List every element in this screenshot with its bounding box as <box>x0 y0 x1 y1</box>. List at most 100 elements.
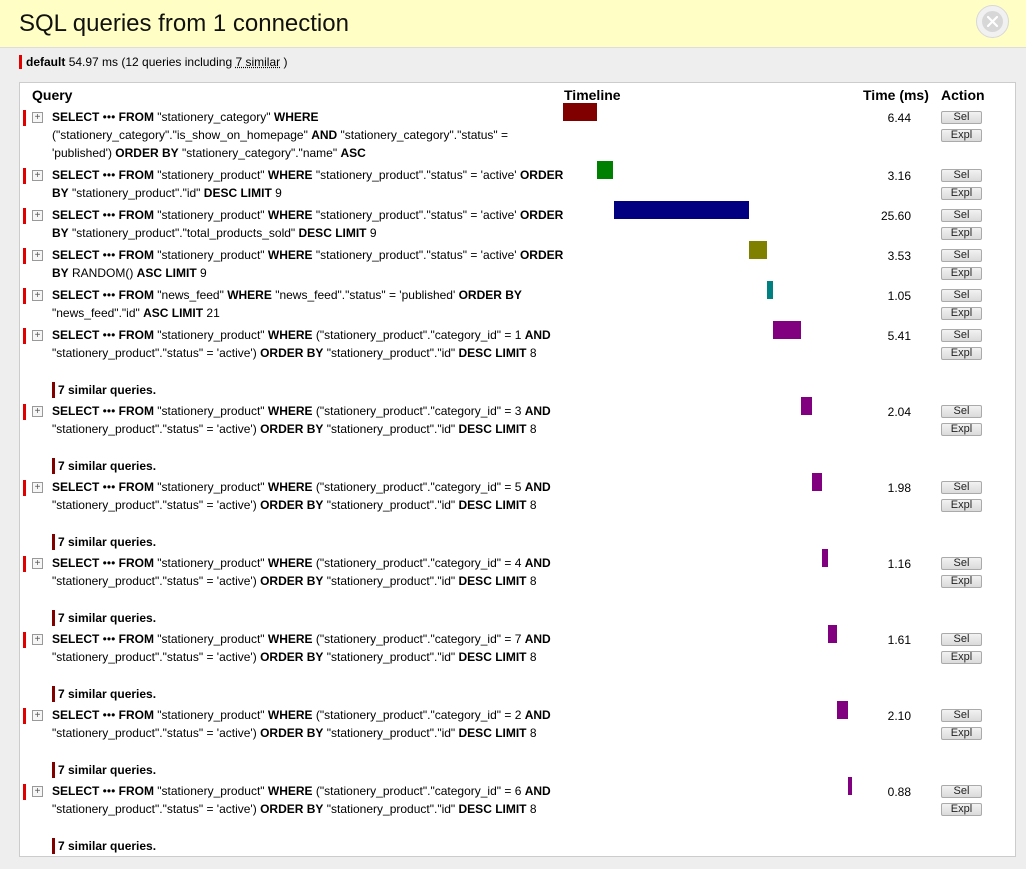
expand-icon[interactable]: + <box>32 170 43 181</box>
query-row: + SELECT ••• FROM "stationery_product" WH… <box>20 201 1014 244</box>
similar-queries-label: 7 similar queries. <box>52 762 156 778</box>
expand-icon[interactable]: + <box>32 482 43 493</box>
explain-button[interactable]: Expl <box>941 347 982 360</box>
select-button[interactable]: Sel <box>941 329 982 342</box>
connection-color-bar <box>23 288 26 304</box>
similar-queries-link[interactable]: 7 similar <box>235 55 281 69</box>
connection-summary: default 54.97 ms (12 queries including 7… <box>19 55 287 69</box>
explain-button[interactable]: Expl <box>941 187 982 200</box>
select-button[interactable]: Sel <box>941 249 982 262</box>
timeline-bar <box>811 473 823 491</box>
similar-queries-label: 7 similar queries. <box>52 382 156 398</box>
timeline-bar <box>822 549 829 567</box>
expand-icon[interactable]: + <box>32 250 43 261</box>
expand-icon[interactable]: + <box>32 634 43 645</box>
query-row: + SELECT ••• FROM "news_feed" WHERE "news… <box>20 281 1014 324</box>
query-sql: SELECT ••• FROM "stationery_product" WHE… <box>52 632 551 664</box>
query-row: + SELECT ••• FROM "stationery_product" WH… <box>20 701 1014 780</box>
expand-icon[interactable]: + <box>32 290 43 301</box>
timeline-bar <box>801 397 812 415</box>
explain-button[interactable]: Expl <box>941 575 982 588</box>
connection-color-bar <box>23 708 26 724</box>
connection-name: default <box>26 55 66 69</box>
select-button[interactable]: Sel <box>941 405 982 418</box>
connection-color-bar <box>23 784 26 800</box>
connection-color-bar <box>23 110 26 126</box>
explain-button[interactable]: Expl <box>941 423 982 436</box>
expand-icon[interactable]: + <box>32 210 43 221</box>
query-time: 0.88 <box>887 785 911 799</box>
query-sql: SELECT ••• FROM "stationery_product" WHE… <box>52 328 551 360</box>
query-sql: SELECT ••• FROM "stationery_product" WHE… <box>52 708 551 740</box>
query-column-header: Query <box>32 87 73 103</box>
query-sql: SELECT ••• FROM "stationery_category" WH… <box>52 110 508 160</box>
query-sql: SELECT ••• FROM "stationery_product" WHE… <box>52 480 551 512</box>
select-button[interactable]: Sel <box>941 289 982 302</box>
query-sql: SELECT ••• FROM "stationery_product" WHE… <box>52 784 551 816</box>
query-time: 2.04 <box>887 405 911 419</box>
query-row: + SELECT ••• FROM "stationery_product" WH… <box>20 549 1014 628</box>
connection-color-bar <box>23 208 26 224</box>
connection-color-bar <box>23 168 26 184</box>
explain-button[interactable]: Expl <box>941 307 982 320</box>
action-column-header: Action <box>941 87 985 103</box>
select-button[interactable]: Sel <box>941 481 982 494</box>
query-row: + SELECT ••• FROM "stationery_product" WH… <box>20 161 1014 204</box>
query-sql: SELECT ••• FROM "stationery_product" WHE… <box>52 556 551 588</box>
timeline-bar <box>772 321 802 339</box>
explain-button[interactable]: Expl <box>941 727 982 740</box>
query-time: 1.05 <box>887 289 911 303</box>
explain-button[interactable]: Expl <box>941 227 982 240</box>
query-time: 6.44 <box>887 111 911 125</box>
explain-button[interactable]: Expl <box>941 267 982 280</box>
query-row: + SELECT ••• FROM "stationery_product" WH… <box>20 777 1014 856</box>
similar-queries-label: 7 similar queries. <box>52 838 156 854</box>
connection-color-bar <box>23 632 26 648</box>
explain-button[interactable]: Expl <box>941 803 982 816</box>
timeline-bar <box>828 625 837 643</box>
expand-icon[interactable]: + <box>32 330 43 341</box>
similar-queries-label: 7 similar queries. <box>52 686 156 702</box>
expand-icon[interactable]: + <box>32 710 43 721</box>
select-button[interactable]: Sel <box>941 709 982 722</box>
query-row: + SELECT ••• FROM "stationery_product" WH… <box>20 473 1014 552</box>
expand-icon[interactable]: + <box>32 406 43 417</box>
similar-queries-label: 7 similar queries. <box>52 458 156 474</box>
query-row: + SELECT ••• FROM "stationery_category" W… <box>20 103 1014 164</box>
query-row: + SELECT ••• FROM "stationery_product" WH… <box>20 321 1014 400</box>
select-button[interactable]: Sel <box>941 557 982 570</box>
expand-icon[interactable]: + <box>32 558 43 569</box>
connection-color-bar <box>23 556 26 572</box>
query-time: 5.41 <box>887 329 911 343</box>
select-button[interactable]: Sel <box>941 169 982 182</box>
query-time: 2.10 <box>887 709 911 723</box>
select-button[interactable]: Sel <box>941 633 982 646</box>
select-button[interactable]: Sel <box>941 111 982 124</box>
similar-queries-label: 7 similar queries. <box>52 610 156 626</box>
queries-table <box>19 82 1016 857</box>
select-button[interactable]: Sel <box>941 785 982 798</box>
query-time: 3.16 <box>887 169 911 183</box>
timeline-bar <box>748 241 768 259</box>
timeline-bar <box>767 281 773 299</box>
query-sql: SELECT ••• FROM "stationery_product" WHE… <box>52 248 564 280</box>
query-row: + SELECT ••• FROM "stationery_product" WH… <box>20 625 1014 704</box>
timeline-bar <box>563 103 597 121</box>
expand-icon[interactable]: + <box>32 112 43 123</box>
query-sql: SELECT ••• FROM "news_feed" WHERE "news_… <box>52 288 522 320</box>
query-sql: SELECT ••• FROM "stationery_product" WHE… <box>52 404 551 436</box>
similar-queries-label: 7 similar queries. <box>52 534 156 550</box>
explain-button[interactable]: Expl <box>941 129 982 142</box>
connection-stats: 54.97 ms (12 queries including <box>68 55 233 69</box>
expand-icon[interactable]: + <box>32 786 43 797</box>
select-button[interactable]: Sel <box>941 209 982 222</box>
explain-button[interactable]: Expl <box>941 499 982 512</box>
timeline-bar <box>847 777 853 795</box>
explain-button[interactable]: Expl <box>941 651 982 664</box>
timeline-bar <box>613 201 749 219</box>
query-sql: SELECT ••• FROM "stationery_product" WHE… <box>52 168 564 200</box>
timeline-column-header: Timeline <box>564 87 621 103</box>
close-button[interactable] <box>976 5 1009 38</box>
query-time: 25.60 <box>880 209 911 223</box>
panel-header: SQL queries from 1 connection <box>0 0 1026 48</box>
